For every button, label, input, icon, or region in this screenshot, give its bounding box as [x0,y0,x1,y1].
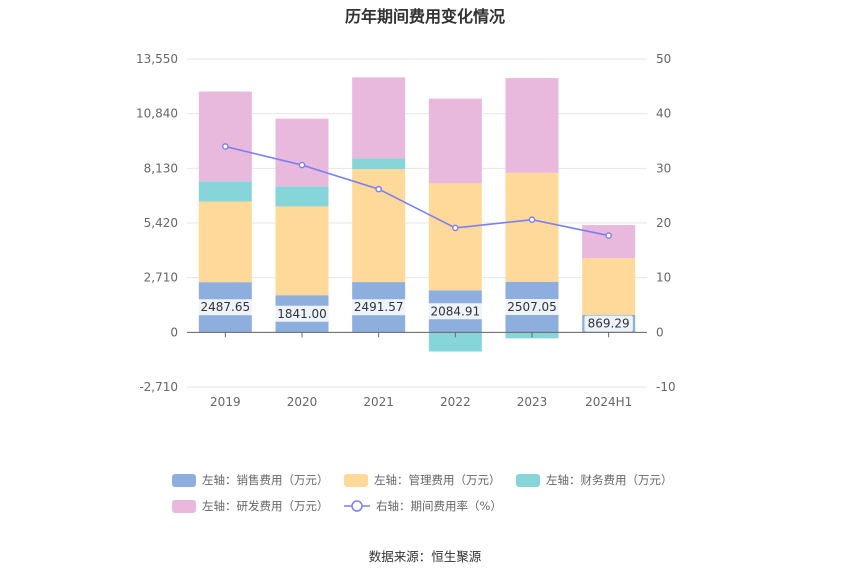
left-axis-tick-label: 2,710 [144,271,178,285]
rate-point [605,232,612,239]
legend-label-sales: 左轴：销售费用（万元） [202,473,329,487]
bar-segment-3 [275,118,329,187]
left-axis-tick-label: 5,420 [144,216,178,230]
data-label: 2491.57 [354,300,404,314]
x-axis-tick-label: 2024H1 [585,395,632,409]
line-layer [222,143,612,239]
bar-segment-3 [198,91,252,182]
legend-swatch-sales [172,473,196,487]
legend-label-admin: 左轴：管理费用（万元） [374,473,501,487]
x-axis-tick-label: 2020 [287,395,318,409]
rate-point [528,216,536,224]
data-label-bg [350,299,407,316]
bar-segment-1 [198,201,252,283]
legend-label-finance: 左轴：财务费用（万元） [546,473,673,487]
bar-segment-1 [275,206,329,296]
legend-item-sales[interactable]: 左轴：销售费用（万元） [172,472,329,488]
right-axis-tick-label: 0 [656,325,664,339]
grid-lines [187,58,647,388]
bar-segment-3 [505,78,559,173]
data-label-bg [584,315,633,332]
bar-segment-2 [352,158,406,170]
bar-segment-2 [275,186,329,207]
left-axis-tick-label: -2,710 [139,380,178,394]
bar-segment-1 [428,183,482,291]
chart-title: 历年期间费用变化情况 [344,7,505,26]
data-label: 1841.00 [277,307,327,321]
bar-segment-3 [352,77,406,159]
rate-point [375,185,382,193]
right-axis-tick-label: 40 [656,107,671,121]
legend-label-rnd: 左轴：研发费用（万元） [202,499,329,513]
right-axis-tick-label: 50 [656,52,671,66]
x-axis-tick-label: 2023 [517,395,548,409]
right-axis-tick-label: -10 [656,380,676,394]
legend-label-rate: 右轴：期间费用率（%） [376,499,502,513]
x-axis-tick-label: 2019 [210,395,241,409]
right-axis-tick-label: 30 [656,161,671,175]
data-label-bg [427,303,484,320]
left-axis-tick-label: 10,840 [136,107,178,121]
data-label: 2487.65 [201,300,251,314]
bar-segment-3 [428,98,482,184]
legend-item-rate[interactable]: 右轴：期间费用率（%） [344,498,502,514]
data-labels: 2487.65 1841.00 2491.57 2084.91 2507.05 869.2… [197,299,633,332]
bar-segment-2 [428,332,482,352]
right-axis-tick-label: 20 [656,216,671,230]
bar-segment-3 [582,225,636,259]
data-label: 869.29 [588,317,630,331]
legend-swatch-finance [516,473,540,487]
bar-segment-2 [198,181,252,202]
data-label: 2507.05 [507,300,557,314]
rate-point [222,143,229,150]
bar-segment-1 [505,172,559,282]
bar-segment-1 [582,258,636,315]
data-label-bg [504,299,560,316]
legend-item-rnd[interactable]: 左轴：研发费用（万元） [172,498,329,514]
source-note: 数据来源：恒生聚源 [368,549,482,564]
left-axis-tick-label: 8,130 [144,161,178,175]
legend-item-finance[interactable]: 左轴：财务费用（万元） [516,472,673,488]
x-axis-tick-label: 2021 [363,395,394,409]
data-label-bg [197,299,254,316]
legend-item-admin[interactable]: 左轴：管理费用（万元） [344,472,501,488]
left-axis-tick-label: 0 [170,325,178,339]
data-label-bg [274,305,330,322]
x-axis-tick-label: 2022 [440,395,471,409]
bar-layer [198,77,636,352]
rate-point [298,161,306,169]
legend-line-icon [344,499,370,513]
legend-swatch-rnd [172,499,196,513]
right-axis-tick-label: 10 [656,271,671,285]
data-label: 2084.91 [431,304,481,318]
axis-layer: 13,550 10,840 8,130 5,420 2,710 0 -2,710 50 40 30… [136,52,676,409]
left-axis-tick-label: 13,550 [136,52,178,66]
legend-swatch-admin [344,473,368,487]
rate-line [225,145,609,237]
rate-point [452,224,459,232]
